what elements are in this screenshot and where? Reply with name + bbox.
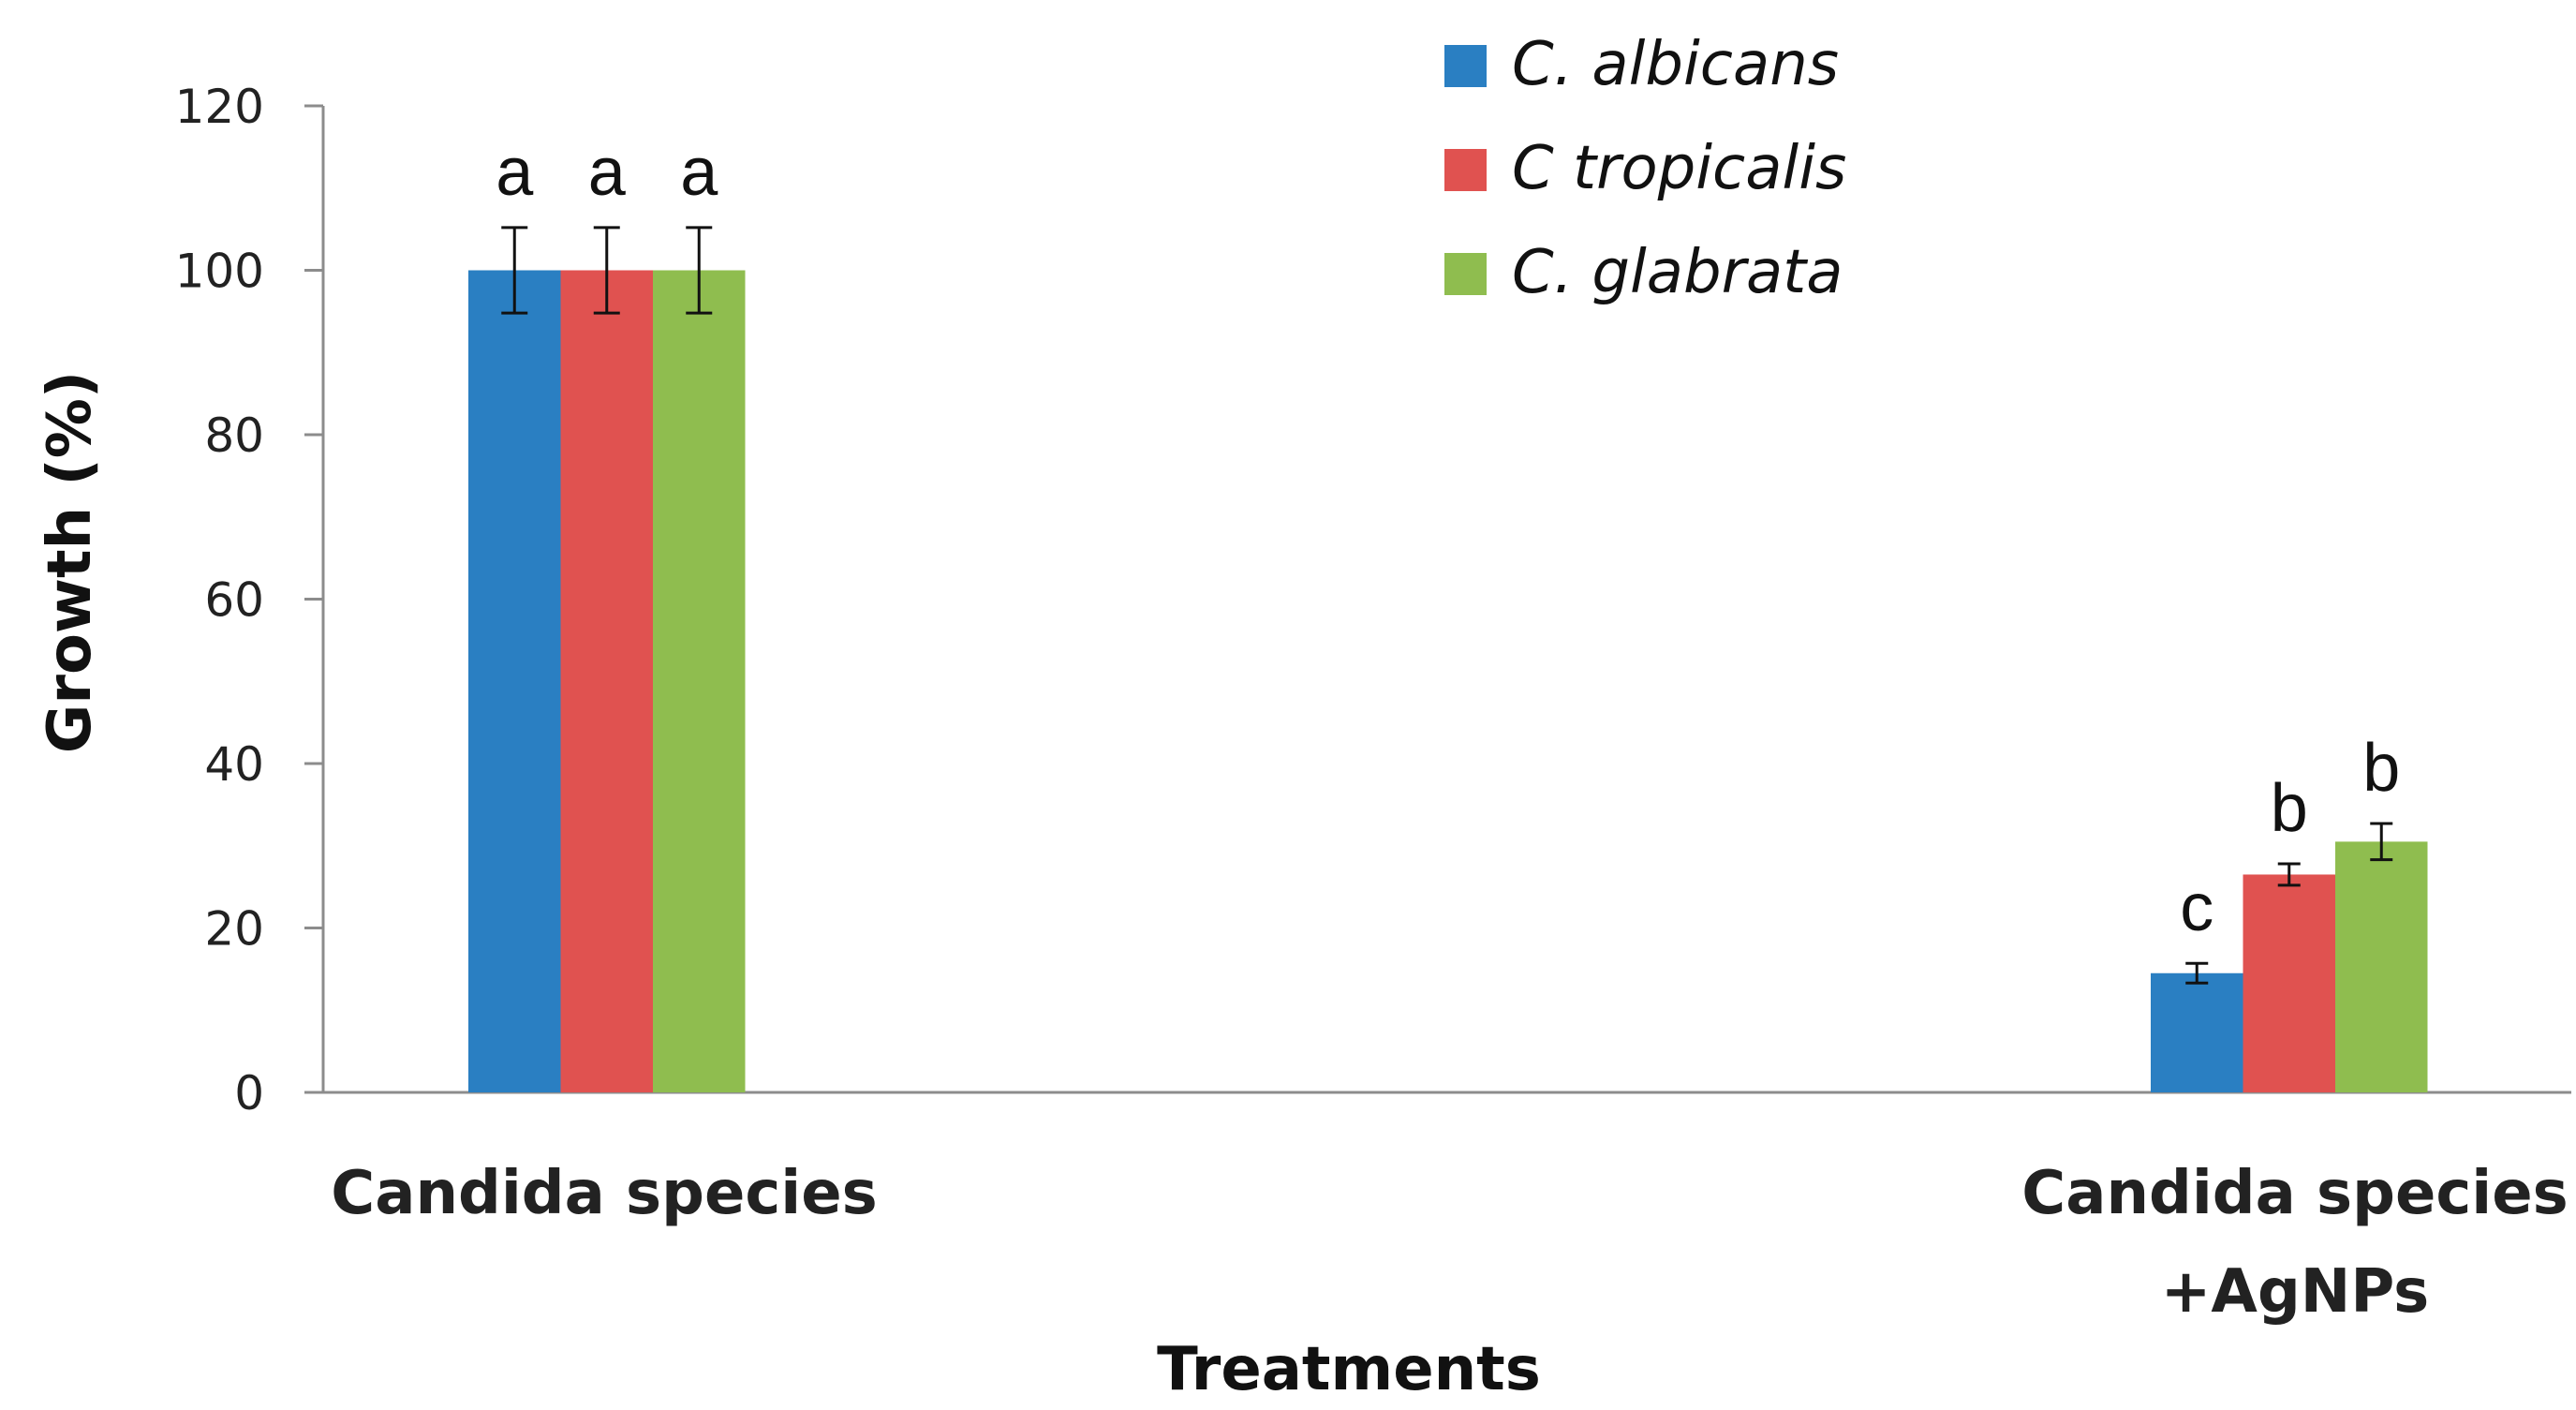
bar <box>468 270 561 1092</box>
significance-letter: a <box>588 135 627 210</box>
legend-label: C tropicalis <box>1512 134 1846 203</box>
category-label: Candida species <box>2021 1159 2568 1228</box>
significance-letter: a <box>680 135 718 210</box>
labels: a c a b a b <box>496 135 2400 945</box>
y-tick-label: 0 <box>234 1066 264 1121</box>
significance-letter: a <box>496 135 534 210</box>
y-tick-label: 20 <box>204 902 264 957</box>
y-tick-label: 120 <box>175 80 264 134</box>
bar <box>2335 841 2428 1092</box>
y-tick-label: 60 <box>204 573 264 628</box>
x-axis-title: Treatments <box>1157 1335 1541 1404</box>
significance-letter: c <box>2180 870 2213 945</box>
y-tick-label: 40 <box>204 737 264 792</box>
bar <box>653 270 746 1092</box>
legend: C. albicans C tropicalis C. glabrata <box>1444 30 1846 307</box>
bar <box>2151 972 2243 1092</box>
legend-label: C. albicans <box>1512 30 1839 99</box>
bar <box>2243 874 2335 1092</box>
y-tick-label: 100 <box>175 245 264 299</box>
category-label: +AgNPs <box>2161 1257 2429 1327</box>
legend-swatch <box>1444 253 1487 295</box>
y-axis-title: Growth (%) <box>36 371 105 753</box>
legend-swatch <box>1444 149 1487 191</box>
axes: 0 20 40 60 80 100 120 Growth (%) Treatments Candi… <box>36 80 2571 1404</box>
bars <box>468 226 2428 1092</box>
legend-swatch <box>1444 45 1487 87</box>
significance-letter: b <box>2271 771 2308 846</box>
category-label: Candida species <box>331 1159 877 1228</box>
y-tick-label: 80 <box>204 408 264 463</box>
significance-letter: b <box>2362 731 2400 806</box>
legend-label: C. glabrata <box>1512 238 1843 307</box>
bar <box>560 270 653 1092</box>
